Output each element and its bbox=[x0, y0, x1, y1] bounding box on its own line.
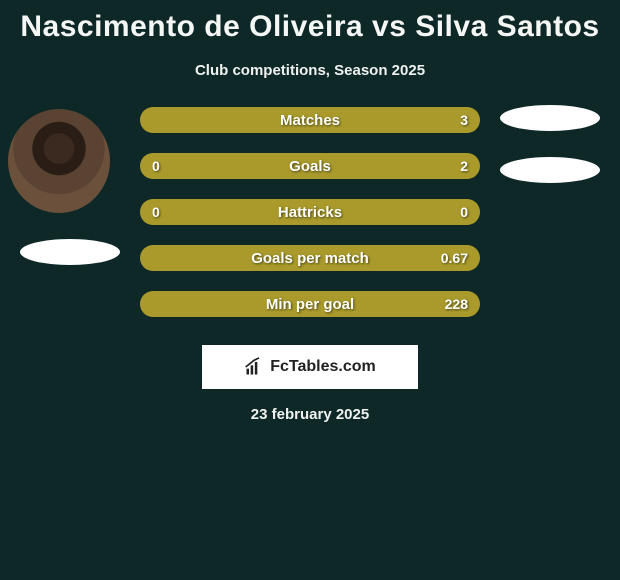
stat-label: Matches bbox=[280, 112, 340, 129]
stat-row-gpm: Goals per match 0.67 bbox=[140, 245, 480, 271]
stat-right-value: 3 bbox=[460, 112, 468, 128]
stat-label: Min per goal bbox=[266, 296, 354, 313]
stat-row-hattricks: 0 Hattricks 0 bbox=[140, 199, 480, 225]
stat-row-goals: 0 Goals 2 bbox=[140, 153, 480, 179]
page-subtitle: Club competitions, Season 2025 bbox=[0, 62, 620, 79]
page-title: Nascimento de Oliveira vs Silva Santos bbox=[0, 0, 620, 44]
stat-right-value: 2 bbox=[460, 158, 468, 174]
badge-left bbox=[20, 239, 120, 265]
stat-left-value: 0 bbox=[152, 158, 160, 174]
stat-left-value: 0 bbox=[152, 204, 160, 220]
stat-label: Goals bbox=[289, 158, 331, 175]
player-left-avatar bbox=[8, 109, 110, 213]
attribution-text: FcTables.com bbox=[270, 358, 376, 376]
badge-top-right-1 bbox=[500, 105, 600, 131]
stats-bars: Matches 3 0 Goals 2 0 Hattricks 0 Goals … bbox=[140, 107, 480, 337]
stat-right-value: 0.67 bbox=[441, 250, 468, 266]
stat-row-matches: Matches 3 bbox=[140, 107, 480, 133]
badge-top-right-2 bbox=[500, 157, 600, 183]
chart-icon bbox=[244, 357, 264, 377]
stat-label: Hattricks bbox=[278, 204, 342, 221]
stat-right-value: 0 bbox=[460, 204, 468, 220]
stat-label: Goals per match bbox=[251, 250, 369, 267]
stat-row-mpg: Min per goal 228 bbox=[140, 291, 480, 317]
date-text: 23 february 2025 bbox=[0, 406, 620, 423]
stat-right-value: 228 bbox=[445, 296, 468, 312]
attribution-box: FcTables.com bbox=[202, 345, 418, 389]
